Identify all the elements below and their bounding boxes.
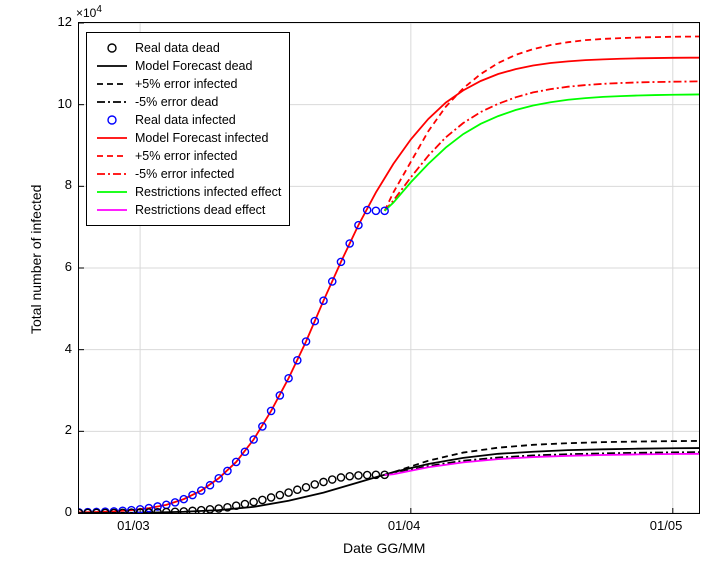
x-tick-label: 01/03	[117, 518, 150, 533]
real-data-dead-point	[294, 486, 301, 493]
y-tick-label: 2	[46, 422, 72, 437]
legend-item: -5% error dead	[95, 93, 281, 111]
legend-swatch	[95, 57, 129, 75]
legend-item: +5% error infected	[95, 147, 281, 165]
x-axis-label: Date GG/MM	[343, 540, 425, 556]
legend-label: Real data infected	[135, 113, 236, 127]
legend-item: Real data infected	[95, 111, 281, 129]
y-tick-label: 12	[46, 14, 72, 29]
legend-swatch	[95, 165, 129, 183]
legend-swatch	[95, 183, 129, 201]
legend-item: Model Forecast dead	[95, 57, 281, 75]
real-data-dead-point	[276, 491, 283, 498]
real-data-infected-point	[372, 207, 379, 214]
legend-label: Model Forecast infected	[135, 131, 268, 145]
legend-item: Model Forecast infected	[95, 129, 281, 147]
legend-swatch	[95, 201, 129, 219]
y-tick-label: 4	[46, 341, 72, 356]
real-data-dead-point	[346, 473, 353, 480]
legend-swatch	[95, 129, 129, 147]
real-data-dead-point	[259, 496, 266, 503]
legend-swatch	[95, 39, 129, 57]
y-exponent-sup: 4	[96, 4, 102, 15]
legend-item: Restrictions dead effect	[95, 201, 281, 219]
plus5-dead	[385, 441, 699, 475]
legend-item: Real data dead	[95, 39, 281, 57]
x-tick-label: 01/05	[650, 518, 683, 533]
real-data-dead-point	[329, 476, 336, 483]
real-data-dead-point	[311, 481, 318, 488]
legend: Real data dead Model Forecast dead +5% err…	[86, 32, 290, 226]
y-tick-label: 6	[46, 259, 72, 274]
y-tick-label: 0	[46, 504, 72, 519]
legend-label: Restrictions infected effect	[135, 185, 281, 199]
chart-container: ×104 Total number of infected Date GG/MM…	[0, 0, 722, 572]
y-exponent-base: ×10	[76, 6, 96, 20]
real-data-dead-point	[337, 474, 344, 481]
real-data-dead-point	[302, 484, 309, 491]
legend-swatch	[95, 147, 129, 165]
real-data-dead-point	[268, 494, 275, 501]
legend-item: -5% error infected	[95, 165, 281, 183]
real-data-dead-point	[198, 507, 205, 513]
legend-label: Real data dead	[135, 41, 220, 55]
legend-label: Model Forecast dead	[135, 59, 252, 73]
legend-label: Restrictions dead effect	[135, 203, 265, 217]
x-tick-label: 01/04	[388, 518, 421, 533]
legend-swatch	[95, 93, 129, 111]
legend-swatch	[95, 111, 129, 129]
real-data-dead-point	[250, 498, 257, 505]
restrictions-dead	[385, 454, 699, 475]
y-tick-label: 10	[46, 96, 72, 111]
real-data-dead-point	[241, 500, 248, 507]
legend-label: +5% error infected	[135, 149, 237, 163]
real-data-dead-point	[355, 472, 362, 479]
y-tick-label: 8	[46, 177, 72, 192]
legend-item: +5% error infected	[95, 75, 281, 93]
real-data-dead-point	[285, 489, 292, 496]
legend-label: +5% error infected	[135, 77, 237, 91]
y-axis-label: Total number of infected	[28, 185, 44, 334]
legend-swatch	[95, 75, 129, 93]
legend-item: Restrictions infected effect	[95, 183, 281, 201]
real-data-dead-point	[364, 471, 371, 478]
legend-label: -5% error dead	[135, 95, 218, 109]
restrictions-infected	[385, 94, 699, 210]
legend-label: -5% error infected	[135, 167, 234, 181]
minus5-infected	[385, 81, 699, 210]
plus5-infected	[385, 36, 699, 210]
y-axis-exponent: ×104	[76, 4, 102, 20]
real-data-dead-point	[320, 478, 327, 485]
real-data-dead-point	[206, 506, 213, 513]
